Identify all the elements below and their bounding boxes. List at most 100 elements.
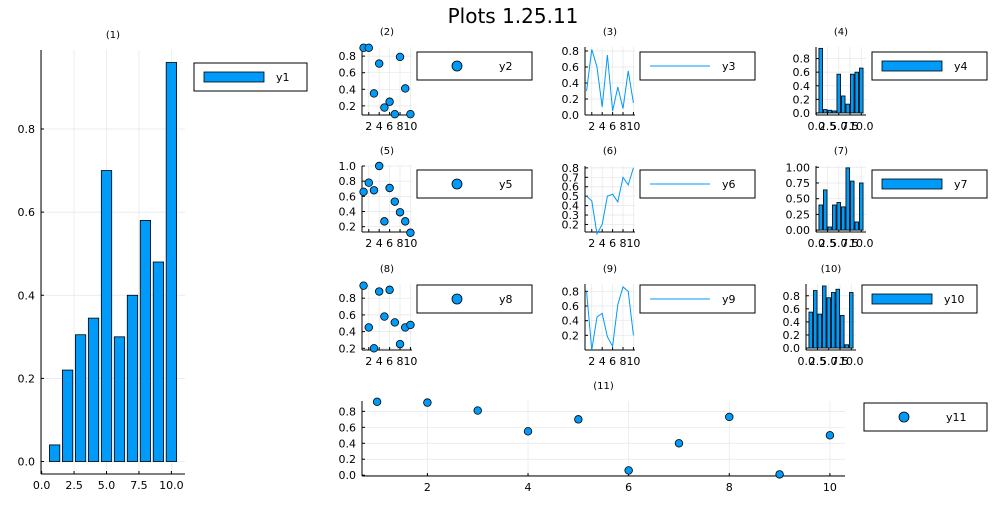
data-point [406,228,415,237]
y-tick-label: 0.50 [786,193,811,206]
x-tick-label: 2.5 [65,479,83,492]
bar [813,290,818,349]
data-point [423,398,432,407]
data-point [401,84,410,93]
y-tick-label: 0.6 [339,309,357,322]
bar [841,95,846,114]
legend: y3 [639,51,756,81]
y-tick-label: 0.4 [339,326,357,339]
legend-swatch-point [451,178,463,190]
y-tick-label: 0.2 [18,372,36,385]
data-point [374,161,384,171]
legend-swatch-point [898,411,910,423]
data-point [390,318,400,327]
subplot-label: (1) [106,30,120,41]
x-tick-label: 8 [620,237,627,250]
data-point [369,344,379,353]
subplot-9: (9) 2 4 6 8 10 0.20.4 0.6 0.8 y9 [562,264,756,368]
x-tick-label: 0.0 [797,355,815,368]
data-point [364,323,373,332]
legend-label: y6 [722,178,736,191]
data-point [395,208,405,217]
data-point [473,406,482,415]
bar [841,206,846,231]
subplot-10: (10)0.02.55.07.510.00.00.20.40.60.8 y10 [783,264,978,368]
y-tick-label: 0.6 [562,61,580,74]
subplot-3: (3) 2 4 6 8 10 0.0 0.2 0.4 0.6 0.8 y3 [562,27,756,133]
x-tick-label: 6 [609,355,616,368]
y-tick-label: 0.8 [339,292,357,305]
subplot-2: (2) 2 4 6 8 10 0.2 0.4 0.6 0.8 y2 [339,27,533,133]
y-tick-label: 0.4 [783,316,801,329]
data-point [624,466,633,475]
subplot-label: (7) [834,146,848,157]
x-tick-label: 2 [588,237,595,250]
bar [62,369,74,462]
bar [827,226,832,231]
subplot-8: (8) 2 4 6 8 10 0.2 0.4 0.6 0.8 y8 [339,264,533,368]
legend-swatch-bar [881,178,943,190]
series-line [586,286,634,351]
legend: y9 [639,284,756,314]
x-tick-label: 5.0 [830,120,848,133]
y-tick-label: 0.4 [793,80,811,93]
legend-label: y4 [954,60,968,73]
legend-label: y10 [944,293,965,306]
x-tick-label: 4 [376,355,383,368]
x-tick-label: 2.5 [819,237,837,250]
y-tick-label: 0.2 [562,93,580,106]
figure-title: Plots 1.25.11 [448,4,579,28]
y-tick-label: 0.0 [339,469,357,482]
legend-label: y5 [499,178,513,191]
y-tick-label: 0.6 [339,421,357,434]
bar [823,109,828,114]
x-tick-label: 2 [365,237,372,250]
y-tick-label: 0.2 [339,453,357,466]
x-tick-label: 4 [599,355,606,368]
subplot-label: (9) [603,264,617,275]
x-tick-label: 7.5 [841,120,859,133]
legend-label: y9 [722,293,736,306]
legend-box [416,169,533,199]
subplot-11: (11) 2 4 6 8 10 0.0 0.2 0.4 0.6 0.8 y11 [339,381,988,494]
x-tick-label: 2 [588,120,595,133]
y-tick-label: 0.7 [562,171,580,184]
subplot-label: (8) [380,264,394,275]
y-tick-label: 0.25 [786,208,811,221]
legend: y7 [871,169,988,199]
data-point [364,43,373,53]
data-point [406,320,415,330]
x-tick-label: 8 [397,120,404,133]
bar [113,336,126,462]
x-tick-label: 2 [588,355,595,368]
bar [818,204,823,231]
x-tick-label: 7.5 [130,479,148,492]
y-tick-label: 0.3 [562,209,580,222]
y-tick-label: 0.8 [339,175,357,188]
x-tick-label: 5.0 [98,479,116,492]
series-line [586,167,634,236]
legend-label: y7 [954,178,968,191]
y-tick-label: 0.8 [562,285,580,298]
subplot-1: (1) 0.0 2.5 5.0 7.5 10.0 0.0 0.2 0.4 0.6 0.8 y1 [18,30,308,492]
x-tick-label: 10.0 [159,479,184,492]
bar [840,314,845,349]
x-tick-label: 7.5 [841,237,859,250]
bar [832,110,837,114]
data-point [674,439,684,448]
y-tick-label: 0.75 [786,177,811,190]
y-tick-label: 1.00 [786,161,811,174]
subplot-7: (7) 0.02.55.07.510.0 0.00 0.25 0.50 0.75 1.00 y… [786,146,988,250]
subplot-label: (3) [603,27,617,38]
data-point [385,97,394,106]
y-tick-label: 0.2 [339,221,357,234]
legend: y1 [193,62,308,92]
y-tick-label: 0.5 [562,190,580,203]
x-tick-label: 6 [386,120,393,133]
legend: y11 [863,402,988,432]
x-tick-label: 2 [424,481,431,494]
bar [126,294,139,462]
y-tick-label: 0.8 [783,290,801,303]
data-point [395,52,405,62]
data-point [574,415,583,424]
